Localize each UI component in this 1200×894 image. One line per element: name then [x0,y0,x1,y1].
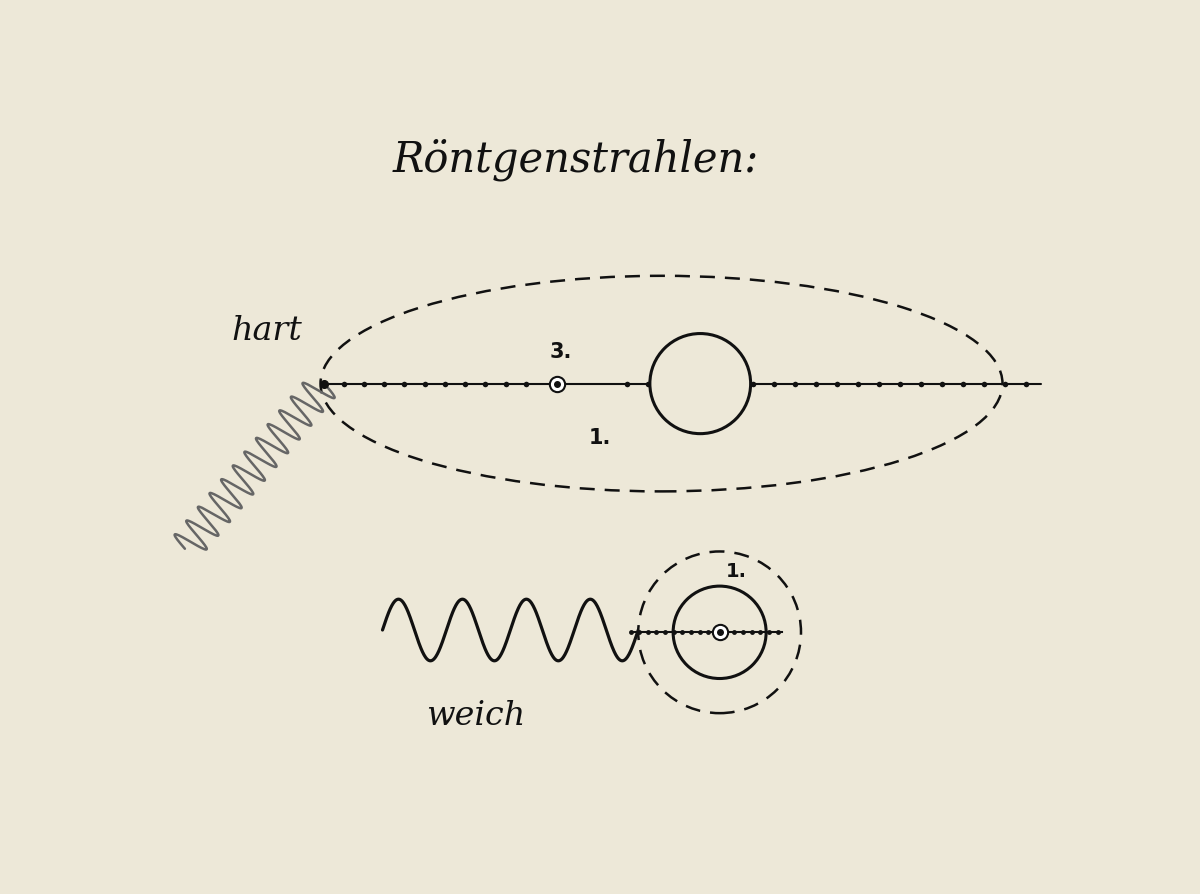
Text: 1.: 1. [726,561,746,580]
Text: Röntgenstrahlen:: Röntgenstrahlen: [394,138,760,181]
Circle shape [650,334,751,434]
Text: 1.: 1. [588,428,611,448]
Text: weich: weich [426,699,526,731]
Text: hart: hart [232,315,302,346]
Circle shape [673,586,766,679]
Text: 3.: 3. [550,342,572,361]
Text: 2.: 2. [688,600,708,619]
Circle shape [638,552,802,713]
Text: 3.: 3. [697,640,719,659]
Text: 2.: 2. [691,368,718,392]
